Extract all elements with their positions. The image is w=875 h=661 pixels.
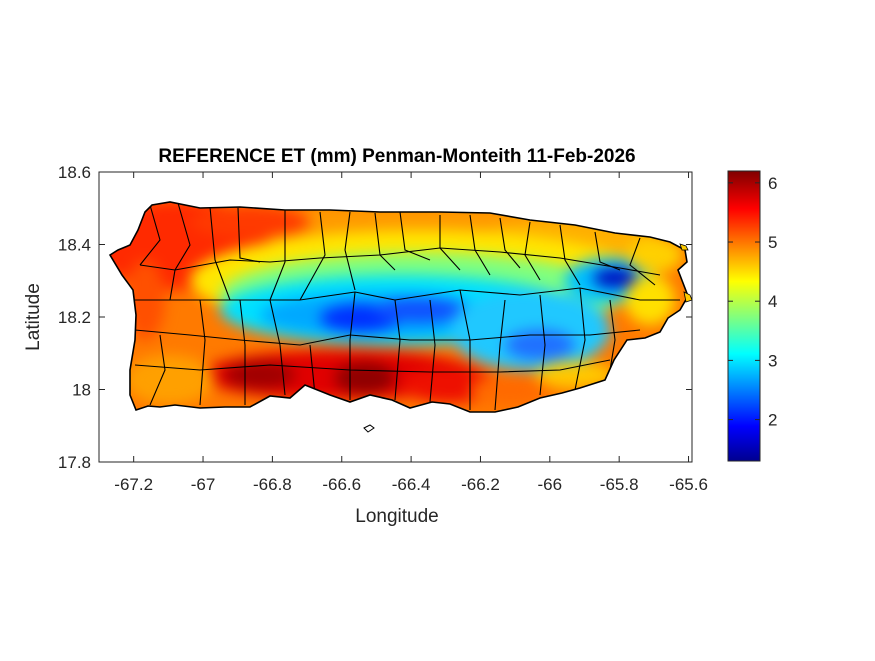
boundary-line [494,299,506,411]
y-tick-label: 18.6 [58,163,91,182]
boundary-line [269,210,286,301]
et-contours [110,202,683,405]
x-axis-ticks: -67.2 -67 -66.8 -66.6 -66.4 -66.2 -66 -65.8 -65.… [114,172,708,494]
x-tick-label: -65.8 [600,475,639,494]
y-tick-label: 18.4 [58,236,91,255]
y-tick-label: 18 [72,381,91,400]
et-southwest-orange [125,355,215,405]
y-tick-label: 17.8 [58,453,91,472]
colorbar-tick-label: 6 [768,174,777,193]
plot-title: REFERENCE ET (mm) Penman-Monteith 11-Feb… [158,146,635,167]
et-yunque-blue [593,268,637,288]
et-central-blue-2 [375,298,465,322]
boundary-line [609,299,616,371]
boundary-line [134,359,611,373]
x-tick-label: -66.6 [322,475,361,494]
x-axis-label: Longitude [355,506,438,527]
et-southeast-yellow [535,361,615,389]
boundary-line [309,344,316,396]
boundary-line [559,224,581,286]
boundary-line [459,289,471,410]
boundary-line [344,211,356,291]
et-southeast-orange [470,375,550,405]
et-south-darkred-2 [335,362,395,394]
boundary-line [299,211,326,301]
boundary-line [199,299,206,406]
boundary-line [139,247,661,276]
x-tick-label: -66.2 [461,475,500,494]
eastern-cays [679,243,689,251]
boundary-line [394,299,401,401]
et-east-blue [505,330,575,360]
caja-de-muertos-islet [363,424,375,433]
boundary-line [429,299,436,403]
boundary-line [149,334,166,406]
y-axis-label: Latitude [23,283,44,351]
boundary-line [269,299,286,396]
et-northeast-yellow [627,237,683,273]
et-northwest-red [190,206,310,238]
colorbar [727,170,761,462]
y-axis-ticks: 18.6 18.4 18.2 18 17.8 [58,163,692,472]
boundary-line [169,202,191,301]
colorbar-tick-label: 4 [768,292,777,311]
boundary-line [574,287,586,391]
x-tick-label: -66.4 [392,475,431,494]
boundary-line [499,217,521,269]
x-tick-label: -65.6 [669,475,708,494]
colorbar-tick-label: 2 [768,411,777,430]
colorbar-tick-label: 3 [768,351,777,370]
x-tick-label: -66.8 [253,475,292,494]
boundary-line [134,329,641,346]
boundary-line [139,204,161,266]
x-tick-label: -67 [191,475,216,494]
colorbar-ticks: 6 5 4 3 2 [728,174,777,430]
y-tick-label: 18.2 [58,308,91,327]
eastern-cays [683,291,693,303]
boundary-line [209,206,231,301]
boundary-line [135,287,680,301]
boundary-line [399,211,431,261]
et-south-darkred-1 [225,361,295,389]
boundary-line [629,237,656,286]
boundary-line [239,299,246,405]
x-tick-label: -67.2 [114,475,153,494]
boundary-line [539,294,546,396]
colorbar-tick-label: 5 [768,233,777,252]
municipality-boundaries [134,202,680,411]
et-field [110,202,688,412]
x-tick-label: -66 [538,475,563,494]
boundary-line [349,291,356,400]
